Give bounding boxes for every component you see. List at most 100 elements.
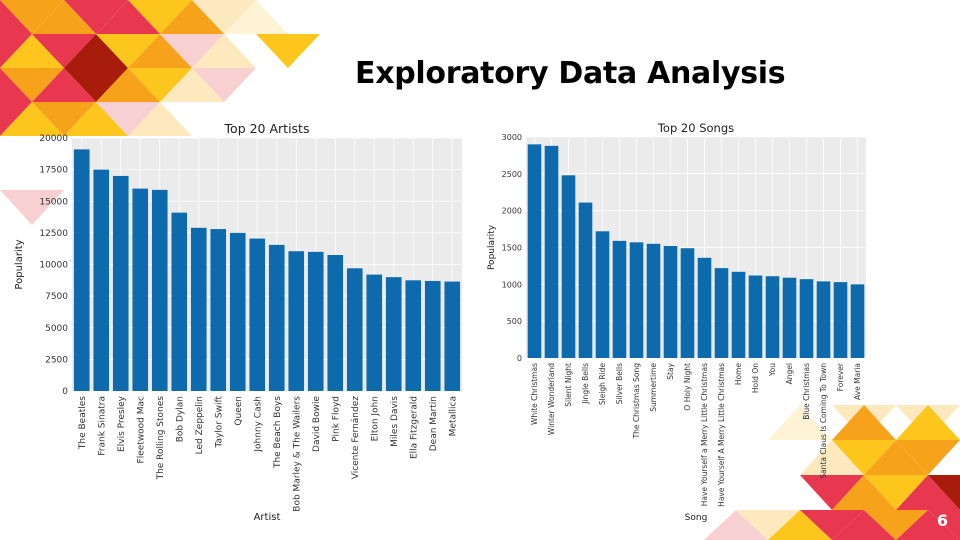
x-tick-label: Silent Night xyxy=(564,363,573,407)
y-tick-label: 15000 xyxy=(39,197,68,207)
chart-title: Top 20 Artists xyxy=(224,121,310,136)
decor-triangle xyxy=(832,405,896,440)
bar xyxy=(663,246,678,358)
x-tick-label: Taylor Swift xyxy=(214,396,224,449)
x-tick-label: Elton John xyxy=(370,396,380,441)
decor-triangle xyxy=(160,34,224,68)
y-tick-label: 5000 xyxy=(45,324,68,334)
decor-triangle xyxy=(64,34,128,68)
y-tick-label: 10000 xyxy=(39,261,68,271)
top-artists-chart: 0 2500 5000 7500 10000 12500 15000 17500 20000 Th… xyxy=(14,121,462,523)
y-tick-label: 0 xyxy=(62,387,68,397)
x-tick-label: Summertime xyxy=(649,363,658,412)
x-tick-label: Have Yourself A Merry Little Christmas xyxy=(717,363,726,507)
decor-triangle xyxy=(64,0,128,34)
x-tick-label: Home xyxy=(734,363,743,386)
decor-triangle xyxy=(928,475,960,510)
decor-triangle xyxy=(96,34,160,68)
decor-triangle xyxy=(160,68,224,102)
bar xyxy=(385,277,402,391)
bar xyxy=(346,268,363,391)
decor-triangle xyxy=(224,0,288,34)
bar xyxy=(190,227,207,391)
y-tick-label: 20000 xyxy=(39,134,68,144)
bar xyxy=(782,277,797,358)
x-tick-label: Miles Davis xyxy=(390,396,400,447)
bar xyxy=(249,238,266,391)
bar xyxy=(578,202,593,358)
bar xyxy=(327,255,344,391)
bar xyxy=(229,232,246,391)
x-tick-label: Stay xyxy=(666,362,675,379)
decor-triangle xyxy=(800,475,864,510)
x-tick-label: Dean Martin xyxy=(429,396,439,451)
decor-triangle xyxy=(128,102,192,136)
decor-triangle xyxy=(896,475,960,510)
x-tick-label: Ave Maria xyxy=(853,363,862,400)
bar xyxy=(748,275,763,358)
bar xyxy=(424,280,441,391)
decor-triangle xyxy=(832,475,896,510)
decor-triangle xyxy=(192,0,256,34)
bar xyxy=(268,244,285,391)
bar xyxy=(307,251,324,391)
chart-title: Top 20 Songs xyxy=(657,121,734,135)
x-tick-label: Have Yourself a Merry Little Christmas xyxy=(700,363,709,506)
decor-triangle xyxy=(0,68,64,102)
decor-triangle xyxy=(896,440,960,475)
decor-triangle xyxy=(128,34,192,68)
bar xyxy=(171,212,188,391)
x-tick-label: David Bowie xyxy=(312,396,322,452)
y-tick-label: 0 xyxy=(517,354,522,363)
x-tick-label: Forever xyxy=(836,362,845,391)
bar xyxy=(288,251,305,391)
bar xyxy=(816,281,831,358)
bar xyxy=(366,274,383,391)
decor-triangle xyxy=(864,475,928,510)
bar xyxy=(697,257,712,358)
y-tick-label: 7500 xyxy=(45,292,68,302)
x-tick-label: Elvis Presley xyxy=(117,395,127,452)
bar xyxy=(629,242,644,358)
top-songs-chart: 0 500 1000 1500 2000 2500 3000 White Christmas W… xyxy=(487,121,866,523)
bar xyxy=(612,240,627,358)
decor-triangle xyxy=(32,68,96,102)
decor-triangle xyxy=(768,510,832,540)
y-axis-label: Popularity xyxy=(14,239,25,289)
decor-triangle xyxy=(0,102,64,136)
x-tick-label: Santa Claus Is Coming To Town xyxy=(819,363,828,479)
decor-triangle xyxy=(32,0,96,34)
decor-triangle xyxy=(32,34,96,68)
x-tick-label: Queen xyxy=(234,396,244,426)
page-number: 6 xyxy=(936,511,948,530)
decor-triangle xyxy=(64,102,128,136)
x-axis-label: Song xyxy=(685,513,708,523)
x-tick-label: Bob Marley & The Wailers xyxy=(292,396,302,512)
x-tick-label: White Christmas xyxy=(530,363,539,425)
bar xyxy=(210,229,227,391)
x-tick-label: Sleigh Ride xyxy=(598,363,607,405)
x-tick-label: Metallica xyxy=(448,396,458,436)
y-tick-label: 500 xyxy=(507,317,522,326)
x-tick-label: Pink Floyd xyxy=(331,396,341,442)
decor-triangle xyxy=(256,34,320,68)
y-tick-label: 2000 xyxy=(502,207,522,216)
x-tick-label: O Holy Night xyxy=(683,363,692,411)
x-tick-label: You xyxy=(768,363,777,377)
bar xyxy=(151,189,168,391)
bar xyxy=(561,175,576,358)
x-axis-label: Artist xyxy=(254,512,281,523)
x-tick-label: Bob Dylan xyxy=(175,396,185,442)
decor-triangle xyxy=(0,0,32,68)
y-tick-label: 17500 xyxy=(39,166,68,176)
bar xyxy=(544,145,559,358)
bar xyxy=(93,169,110,391)
x-tick-label: Fleetwood Mac xyxy=(136,396,146,464)
decor-triangle xyxy=(800,510,864,540)
bar xyxy=(444,281,461,391)
y-tick-label: 2500 xyxy=(45,355,68,365)
bar xyxy=(132,188,149,391)
decor-triangle xyxy=(800,440,864,475)
x-tick-label: The Beach Boys xyxy=(273,396,283,469)
decor-triangle xyxy=(896,405,960,440)
